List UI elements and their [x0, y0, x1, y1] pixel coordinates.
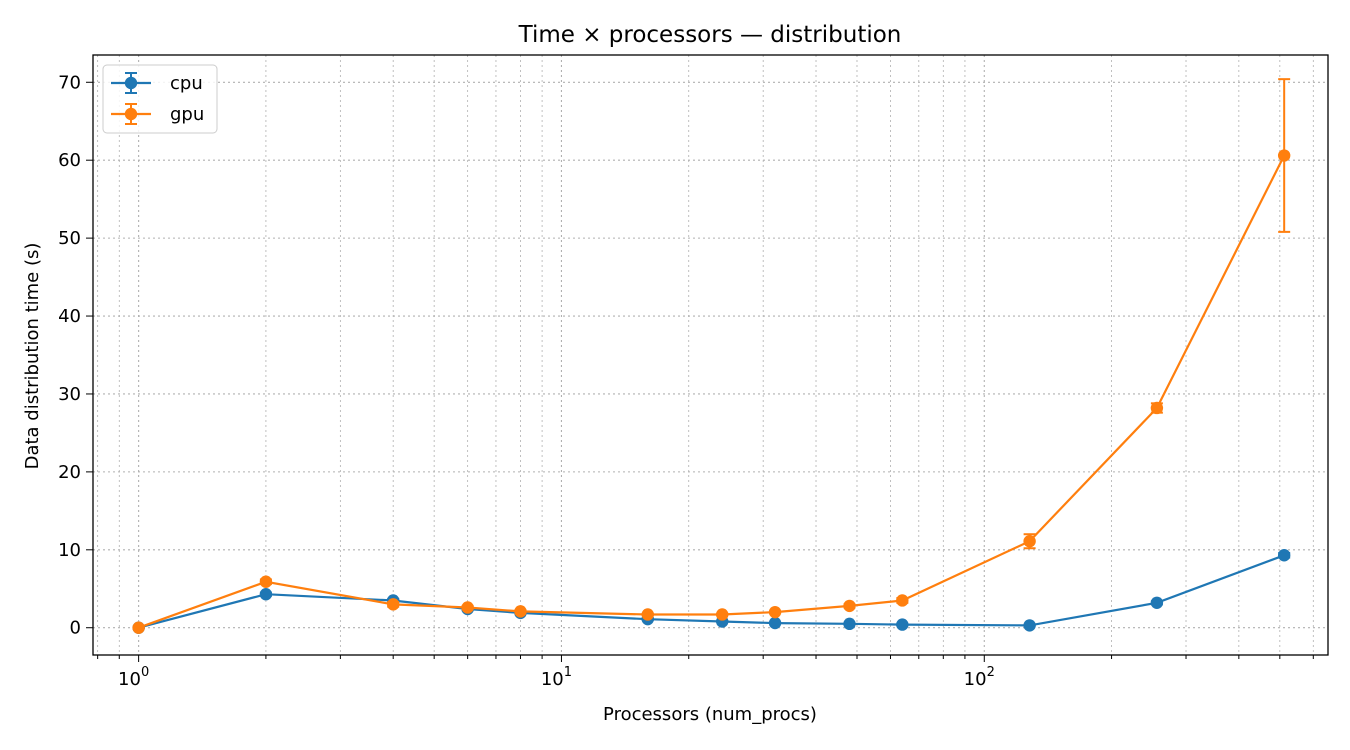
data-point-gpu	[768, 605, 782, 619]
x-tick-label: 102	[964, 665, 995, 690]
legend-item-cpu: cpu	[111, 72, 203, 94]
plot-area-frame	[92, 54, 1329, 656]
legend-label: cpu	[170, 73, 203, 94]
chart-title: Time × processors — distribution	[518, 22, 902, 48]
series-line-gpu	[138, 155, 1286, 629]
data-point-cpu	[843, 617, 856, 631]
legend: cpu gpu	[102, 64, 218, 134]
series-line-cpu	[138, 554, 1285, 629]
data-point-gpu	[132, 621, 145, 634]
series-gpu	[132, 78, 1291, 634]
y-tick-label: 30	[58, 384, 81, 405]
y-tick-label: 50	[58, 228, 81, 249]
legend-item-gpu: gpu	[111, 103, 204, 125]
data-point-gpu	[1277, 149, 1291, 162]
data-point-gpu	[641, 608, 654, 621]
data-point-gpu	[259, 575, 273, 588]
legend-marker	[124, 76, 138, 90]
y-tick-label: 70	[58, 72, 81, 93]
data-point-gpu	[1150, 401, 1164, 415]
y-axis-label: Data distribution time (s)	[22, 243, 43, 470]
series-group	[132, 78, 1291, 634]
x-axis-label: Processors (num_procs)	[603, 704, 817, 725]
data-point-cpu	[896, 618, 909, 631]
y-tick-label: 40	[58, 306, 81, 327]
legend-label: gpu	[170, 104, 204, 125]
legend-marker	[124, 107, 138, 121]
data-point-cpu	[259, 588, 273, 601]
y-tick-label: 20	[58, 462, 81, 483]
x-tick-label: 101	[541, 665, 572, 690]
data-point-gpu	[896, 594, 909, 607]
data-point-cpu	[1150, 596, 1164, 609]
data-point-gpu	[843, 599, 856, 613]
data-point-cpu	[768, 616, 782, 630]
data-point-cpu	[1023, 619, 1036, 632]
data-point-gpu	[386, 598, 400, 611]
data-point-cpu	[1277, 549, 1291, 562]
y-tick-label: 60	[58, 150, 81, 171]
data-point-gpu	[716, 608, 729, 621]
grid	[93, 55, 1328, 655]
data-point-gpu	[514, 605, 527, 618]
x-tick-label: 100	[118, 665, 149, 690]
data-point-gpu	[461, 601, 474, 614]
y-tick-label: 10	[58, 540, 81, 561]
axis-ticks: 0 10 20 30 40 50 60 70 100 101 102	[58, 72, 1314, 690]
series-cpu	[132, 549, 1291, 634]
data-point-gpu	[1023, 535, 1036, 548]
y-tick-label: 0	[70, 618, 81, 639]
